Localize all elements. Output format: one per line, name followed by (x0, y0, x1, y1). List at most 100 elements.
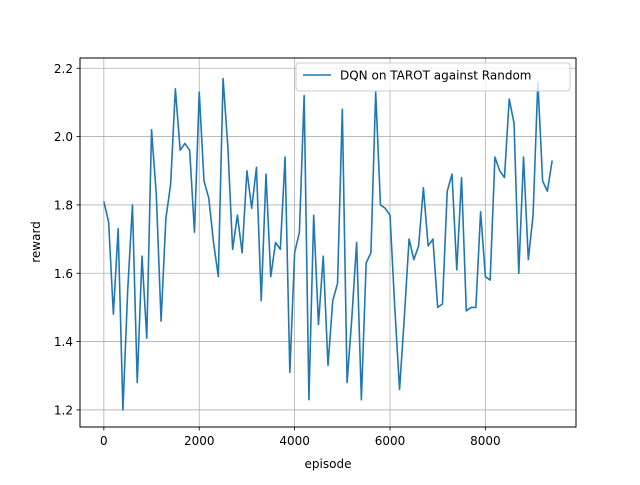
data-point (303, 95, 305, 97)
data-point (485, 276, 487, 278)
data-point (184, 143, 186, 145)
data-point (165, 218, 167, 220)
data-point (361, 399, 363, 401)
data-point (322, 255, 324, 257)
data-point (442, 303, 444, 305)
data-point (189, 149, 191, 151)
data-point (523, 156, 525, 158)
data-point (413, 259, 415, 261)
series-layer (103, 77, 553, 411)
data-point (532, 214, 534, 216)
y-tick-label: 1.2 (54, 403, 73, 417)
y-tick-label: 1.8 (54, 198, 73, 212)
data-point (227, 146, 229, 148)
data-point (451, 173, 453, 175)
data-point (198, 91, 200, 93)
data-point (179, 149, 181, 151)
data-point (251, 208, 253, 210)
data-point (356, 242, 358, 244)
x-tick-label: 0 (100, 434, 108, 448)
data-point (494, 156, 496, 158)
data-point (232, 249, 234, 251)
data-point (122, 409, 124, 411)
grid (80, 58, 576, 427)
data-point (528, 259, 530, 261)
data-point (103, 201, 105, 203)
data-point (480, 211, 482, 213)
y-axis-label: reward (29, 221, 43, 263)
data-point (318, 324, 320, 326)
data-point (284, 156, 286, 158)
data-point (389, 214, 391, 216)
series-line (103, 77, 553, 411)
data-point (256, 167, 258, 169)
y-tick-label: 2.0 (54, 130, 73, 144)
data-point (175, 88, 177, 90)
plot-frame (79, 57, 577, 428)
y-tick-label: 1.6 (54, 267, 73, 281)
data-point (332, 300, 334, 302)
data-point (475, 307, 477, 309)
data-point (518, 272, 520, 274)
data-point (241, 252, 243, 254)
data-point (327, 365, 329, 367)
data-point (222, 78, 224, 80)
data-point (404, 317, 406, 319)
x-tick-label: 6000 (375, 434, 406, 448)
data-point (547, 190, 549, 192)
data-point (213, 242, 215, 244)
data-point (170, 184, 172, 186)
data-point (351, 317, 353, 319)
data-point (141, 255, 143, 257)
data-point (513, 122, 515, 124)
data-point (437, 307, 439, 309)
data-point (394, 307, 396, 309)
data-point (365, 262, 367, 264)
y-tick-label: 1.4 (54, 335, 73, 349)
x-tick-label: 8000 (470, 434, 501, 448)
data-point (246, 170, 248, 172)
data-point (117, 228, 119, 230)
data-point (384, 208, 386, 210)
data-point (446, 190, 448, 192)
y-tick-label: 2.2 (54, 62, 73, 76)
data-point (466, 310, 468, 312)
data-point (194, 231, 196, 233)
data-point (294, 252, 296, 254)
x-axis: 0 2000 4000 6000 8000 (100, 427, 501, 448)
data-point (470, 307, 472, 309)
data-point (508, 98, 510, 100)
data-point (375, 91, 377, 93)
data-point (218, 276, 220, 278)
data-point (160, 320, 162, 322)
data-point (427, 245, 429, 247)
data-point (461, 177, 463, 179)
data-point (418, 245, 420, 247)
x-tick-label: 4000 (279, 434, 310, 448)
data-point (275, 242, 277, 244)
data-point (346, 382, 348, 384)
y-axis: 1.2 1.4 1.6 1.8 2.0 2.2 (54, 62, 80, 417)
legend-label: DQN on TAROT against Random (340, 69, 532, 83)
data-point (136, 382, 138, 384)
data-point (203, 180, 205, 182)
data-point (260, 300, 262, 302)
data-point (342, 108, 344, 110)
legend-box (295, 62, 571, 92)
data-point (432, 238, 434, 240)
data-point (289, 372, 291, 374)
data-point (399, 389, 401, 391)
data-point (151, 129, 153, 131)
x-tick-label: 2000 (184, 434, 215, 448)
data-point (380, 204, 382, 206)
data-point (313, 214, 315, 216)
data-point (270, 276, 272, 278)
x-axis-label: episode (305, 457, 352, 471)
data-point (504, 177, 506, 179)
data-point (237, 214, 239, 216)
data-point (337, 283, 339, 285)
data-point (370, 252, 372, 254)
data-point (208, 197, 210, 199)
